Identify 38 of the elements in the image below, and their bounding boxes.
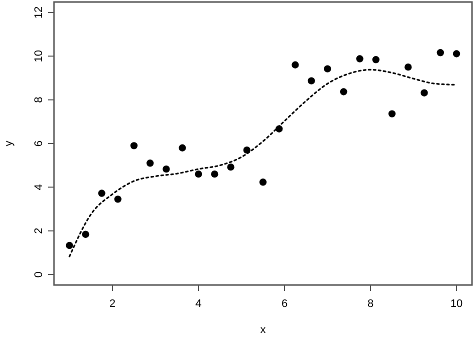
point <box>194 170 202 178</box>
x-axis-title: x <box>260 324 266 336</box>
y-tick-label: 2 <box>33 228 45 234</box>
y-tick-label: 0 <box>33 271 45 278</box>
x-tick-label: 8 <box>367 298 374 310</box>
y-tick-label: 8 <box>33 96 45 103</box>
point <box>420 89 428 96</box>
point <box>372 56 380 64</box>
y-tick-label: 12 <box>33 6 45 19</box>
point <box>98 190 106 197</box>
x-tick-label: 4 <box>195 298 202 310</box>
point <box>178 144 186 152</box>
point <box>404 63 412 71</box>
point <box>82 230 90 238</box>
point <box>436 49 444 56</box>
y-axis-title: y <box>3 140 15 146</box>
point <box>356 55 364 62</box>
point <box>114 196 122 203</box>
point <box>130 142 138 150</box>
x-tick-label: 2 <box>109 298 116 310</box>
point <box>211 170 218 178</box>
line-series <box>68 68 458 258</box>
point <box>146 160 154 167</box>
y-tick-label: 10 <box>33 50 45 62</box>
point <box>388 110 396 118</box>
point <box>259 178 267 186</box>
point <box>340 88 348 96</box>
point <box>162 165 170 173</box>
y-tick-label: 6 <box>33 140 45 147</box>
point <box>324 65 332 72</box>
y-tick-label: 4 <box>33 184 45 190</box>
point <box>227 163 234 171</box>
point <box>452 50 460 58</box>
point <box>308 77 315 84</box>
point <box>66 242 74 250</box>
point <box>292 61 299 68</box>
x-tick-label: 10 <box>450 298 463 310</box>
x-tick-label: 6 <box>281 298 288 310</box>
